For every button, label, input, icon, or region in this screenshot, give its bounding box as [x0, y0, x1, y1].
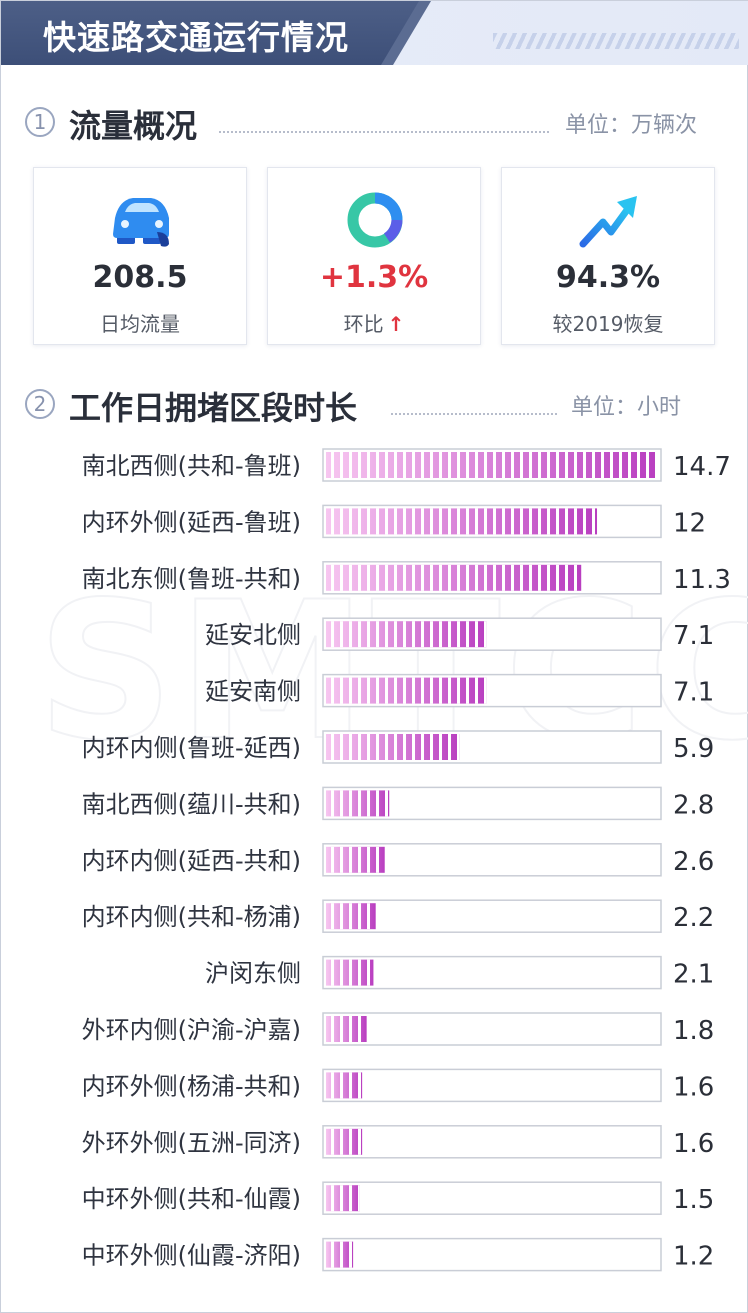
daily-flow-label: 日均流量 [100, 312, 180, 336]
header-tab [1, 1, 419, 65]
value-label: 2.6 [673, 847, 714, 877]
stat-card-mom-change: +1.3% 环比 ↑ [267, 167, 481, 345]
car-icon [113, 198, 169, 247]
value-label: 1.6 [673, 1129, 714, 1159]
value-label: 2.1 [673, 960, 714, 990]
bar-stripes [326, 564, 582, 591]
category-label: 沪闵东侧 [205, 960, 301, 988]
value-label: 5.9 [673, 734, 714, 764]
mom-change-label: 环比 [343, 312, 384, 336]
bar-stripes [326, 903, 376, 930]
bar-track [322, 1068, 662, 1103]
value-label: 1.2 [673, 1242, 714, 1272]
category-label: 延安南侧 [205, 678, 301, 706]
section-title: 工作日拥堵区段时长 [69, 389, 358, 427]
section-flow-overview: 1 流量概况 单位：万辆次 [25, 101, 725, 147]
category-label: 南北东侧(鲁班-共和) [82, 565, 301, 593]
bar-stripes [326, 1128, 363, 1155]
category-label: 内环外侧(延西-鲁班) [82, 508, 301, 536]
recovery-value: 94.3% [555, 260, 661, 295]
arrow-up-icon: ↑ [387, 312, 405, 336]
category-label: 外环外侧(五洲-同济) [82, 1129, 301, 1157]
page-title: 快速路交通运行情况 [43, 18, 349, 57]
stat-card-daily-flow: 208.5 日均流量 [33, 167, 247, 345]
category-label: 内环外侧(杨浦-共和) [82, 1072, 301, 1100]
trend-up-arrow-icon [579, 196, 637, 248]
bar-track [322, 1237, 662, 1272]
category-label: 内环内侧(鲁班-延西) [82, 734, 301, 762]
stat-card-recovery: 94.3% 较2019恢复 [501, 167, 715, 345]
recovery-label: 较2019恢复 [552, 312, 664, 336]
mom-change-value: +1.3% [319, 260, 429, 295]
bar-stripes [326, 621, 487, 648]
bar-stripes [326, 1241, 354, 1268]
bar-track [322, 899, 662, 933]
category-label: 中环外侧(共和-仙霞) [82, 1185, 301, 1213]
bar-stripes [326, 846, 385, 873]
category-label: 南北西侧(共和-鲁班) [82, 452, 301, 480]
section-title: 流量概况 [69, 107, 198, 145]
value-label: 1.5 [673, 1185, 714, 1215]
header-stripes-decoration [493, 33, 739, 49]
dotted-divider [219, 131, 549, 133]
bar-stripes [326, 452, 658, 478]
bar-track [322, 1125, 662, 1159]
bar-stripes [326, 1185, 360, 1212]
section-congestion-duration: 2 工作日拥堵区段时长 单位：小时 [25, 383, 725, 429]
value-label: 1.8 [673, 1016, 714, 1046]
mom-change-label-wrap: 环比 ↑ [268, 308, 480, 337]
bar-stripes [326, 508, 598, 535]
category-label: 延安北侧 [205, 621, 301, 649]
value-label: 1.6 [673, 1072, 714, 1102]
value-label: 7.1 [673, 678, 714, 708]
section-number: 2 [25, 389, 55, 419]
bar-stripes [326, 1016, 367, 1042]
unit-label: 单位：万辆次 [565, 113, 698, 138]
unit-label: 单位：小时 [571, 395, 682, 420]
category-label: 内环内侧(延西-共和) [82, 847, 301, 875]
value-label: 11.3 [673, 565, 731, 595]
bar-stripes [326, 959, 374, 986]
value-label: 12 [673, 508, 706, 538]
bar-track [322, 1181, 662, 1215]
bar-stripes [326, 734, 460, 760]
category-label: 内环内侧(共和-杨浦) [82, 903, 301, 931]
donut-icon [347, 192, 403, 248]
bar-track [322, 1012, 662, 1046]
value-label: 14.7 [673, 452, 731, 482]
bar-track [322, 955, 662, 990]
bar-stripes [326, 677, 487, 704]
congestion-bar-chart: 南北西侧(共和-鲁班) 14.7 内环外侧(延西-鲁班) 12 南北东侧(鲁班-共和) 1… [82, 448, 731, 1272]
category-label: 外环内侧(沪渝-沪嘉) [82, 1016, 301, 1044]
daily-flow-value: 208.5 [92, 260, 188, 295]
category-label: 南北西侧(蕴川-共和) [82, 790, 301, 818]
value-label: 7.1 [673, 621, 714, 651]
bar-stripes [326, 1072, 363, 1099]
dotted-divider [391, 413, 557, 415]
value-label: 2.8 [673, 790, 714, 820]
section-number: 1 [25, 107, 55, 137]
bar-stripes [326, 790, 390, 817]
value-label: 2.2 [673, 903, 714, 933]
category-label: 中环外侧(仙霞-济阳) [82, 1242, 301, 1270]
